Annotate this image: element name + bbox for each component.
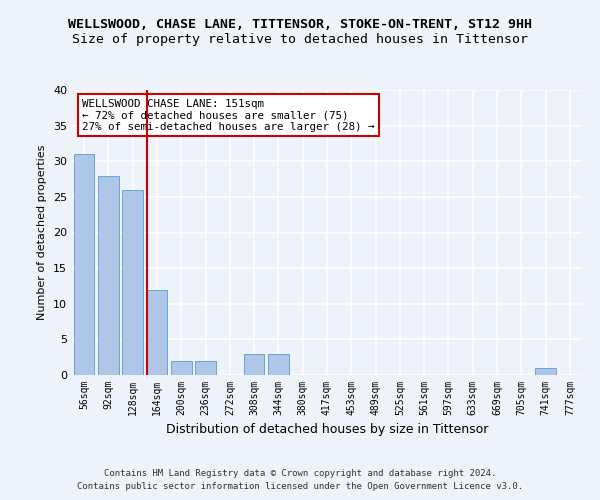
X-axis label: Distribution of detached houses by size in Tittensor: Distribution of detached houses by size …	[166, 424, 488, 436]
Bar	[122, 190, 143, 375]
Text: WELLSWOOD, CHASE LANE, TITTENSOR, STOKE-ON-TRENT, ST12 9HH: WELLSWOOD, CHASE LANE, TITTENSOR, STOKE-…	[68, 18, 532, 30]
Bar	[535, 368, 556, 375]
Bar	[98, 176, 119, 375]
Bar	[195, 361, 216, 375]
Text: Contains public sector information licensed under the Open Government Licence v3: Contains public sector information licen…	[77, 482, 523, 491]
Bar	[171, 361, 191, 375]
Bar	[74, 154, 94, 375]
Bar	[244, 354, 265, 375]
Text: Contains HM Land Registry data © Crown copyright and database right 2024.: Contains HM Land Registry data © Crown c…	[104, 468, 496, 477]
Text: WELLSWOOD CHASE LANE: 151sqm
← 72% of detached houses are smaller (75)
27% of se: WELLSWOOD CHASE LANE: 151sqm ← 72% of de…	[82, 98, 374, 132]
Bar	[268, 354, 289, 375]
Text: Size of property relative to detached houses in Tittensor: Size of property relative to detached ho…	[72, 32, 528, 46]
Y-axis label: Number of detached properties: Number of detached properties	[37, 145, 47, 320]
Bar	[146, 290, 167, 375]
